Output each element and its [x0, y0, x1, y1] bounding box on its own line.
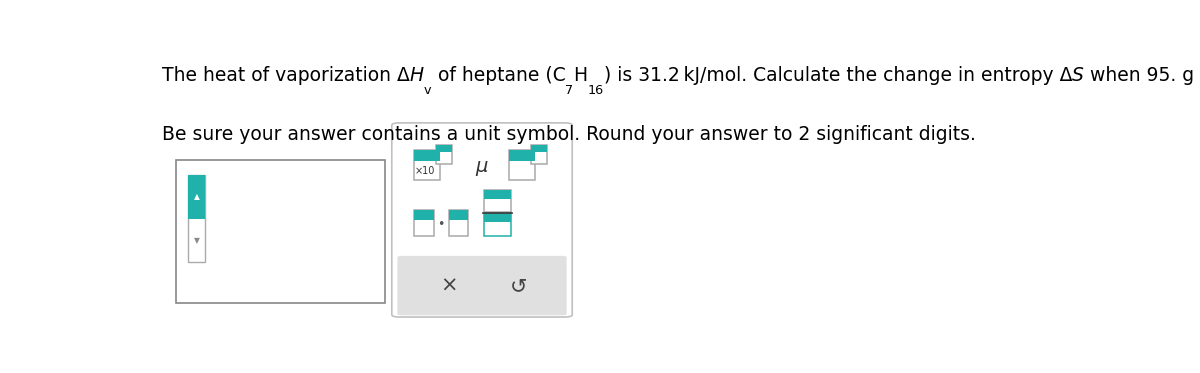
Text: ▲: ▲	[193, 192, 199, 201]
Text: Be sure your answer contains a unit symbol. Round your answer to 2 significant d: Be sure your answer contains a unit symb…	[162, 125, 976, 144]
Text: S: S	[1073, 66, 1084, 85]
Text: ↺: ↺	[510, 276, 527, 296]
FancyBboxPatch shape	[509, 150, 535, 161]
FancyBboxPatch shape	[509, 150, 535, 180]
Text: •: •	[438, 219, 445, 232]
FancyBboxPatch shape	[449, 210, 468, 220]
FancyBboxPatch shape	[532, 144, 547, 164]
Text: 16: 16	[588, 84, 604, 97]
Text: ×10: ×10	[414, 166, 434, 176]
Text: of heptane (C: of heptane (C	[432, 66, 565, 85]
Text: when 95. g of heptane condenses at 98.4 °C.: when 95. g of heptane condenses at 98.4 …	[1084, 66, 1200, 85]
FancyBboxPatch shape	[188, 175, 205, 261]
Text: ) is 31.2 kJ/mol. Calculate the change in entropy Δ: ) is 31.2 kJ/mol. Calculate the change i…	[604, 66, 1073, 85]
FancyBboxPatch shape	[414, 210, 433, 220]
Text: H: H	[574, 66, 588, 85]
FancyBboxPatch shape	[485, 190, 510, 212]
FancyBboxPatch shape	[485, 214, 510, 236]
Text: 7: 7	[565, 84, 574, 97]
FancyBboxPatch shape	[437, 144, 452, 152]
FancyBboxPatch shape	[485, 214, 510, 222]
FancyBboxPatch shape	[532, 144, 547, 152]
FancyBboxPatch shape	[414, 150, 440, 180]
FancyBboxPatch shape	[391, 123, 572, 317]
Text: ▼: ▼	[193, 236, 199, 245]
Text: μ: μ	[475, 157, 487, 176]
FancyBboxPatch shape	[188, 175, 205, 219]
FancyBboxPatch shape	[397, 256, 566, 315]
Text: H: H	[410, 66, 424, 85]
Text: The heat of vaporization Δ: The heat of vaporization Δ	[162, 66, 410, 85]
FancyBboxPatch shape	[414, 150, 440, 161]
Text: v: v	[424, 84, 432, 97]
FancyBboxPatch shape	[449, 210, 468, 236]
FancyBboxPatch shape	[176, 160, 385, 303]
Text: ×: ×	[440, 276, 457, 296]
FancyBboxPatch shape	[437, 144, 452, 164]
FancyBboxPatch shape	[485, 190, 510, 198]
FancyBboxPatch shape	[414, 210, 433, 236]
